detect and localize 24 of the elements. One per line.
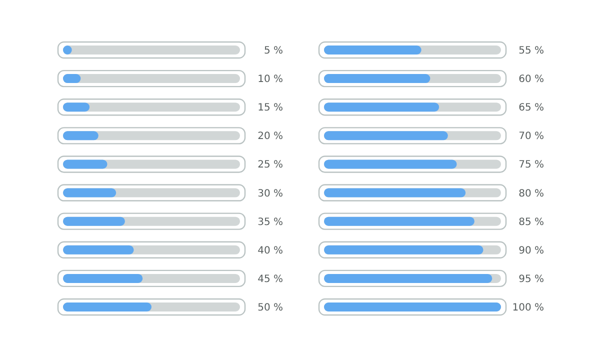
data-label: 20 %: [258, 131, 283, 142]
bar: [63, 160, 108, 169]
data-label: 55 %: [518, 46, 544, 56]
data-label: 40 %: [258, 245, 283, 256]
data-label: 5 %: [264, 46, 283, 56]
bar: [63, 188, 116, 198]
data-label: 15 %: [258, 102, 283, 114]
data-label: 90 %: [518, 245, 544, 256]
data-label: 35 %: [258, 216, 283, 228]
data-label: 30 %: [258, 188, 283, 200]
data-label: 65 %: [518, 102, 544, 114]
data-label: 10 %: [258, 74, 283, 86]
bar: [63, 131, 98, 140]
data-label: 80 %: [518, 188, 544, 200]
data-label: 85 %: [518, 216, 544, 228]
data-label: 75 %: [518, 160, 544, 171]
bar: [63, 102, 90, 112]
data-label: 70 %: [518, 131, 544, 142]
data-label: 95 %: [518, 274, 544, 285]
data-label: 25 %: [258, 160, 283, 171]
data-label: 50 %: [258, 302, 283, 314]
data-label: 60 %: [518, 74, 544, 86]
data-label: 45 %: [258, 274, 283, 285]
data-label: 100 %: [512, 302, 544, 314]
